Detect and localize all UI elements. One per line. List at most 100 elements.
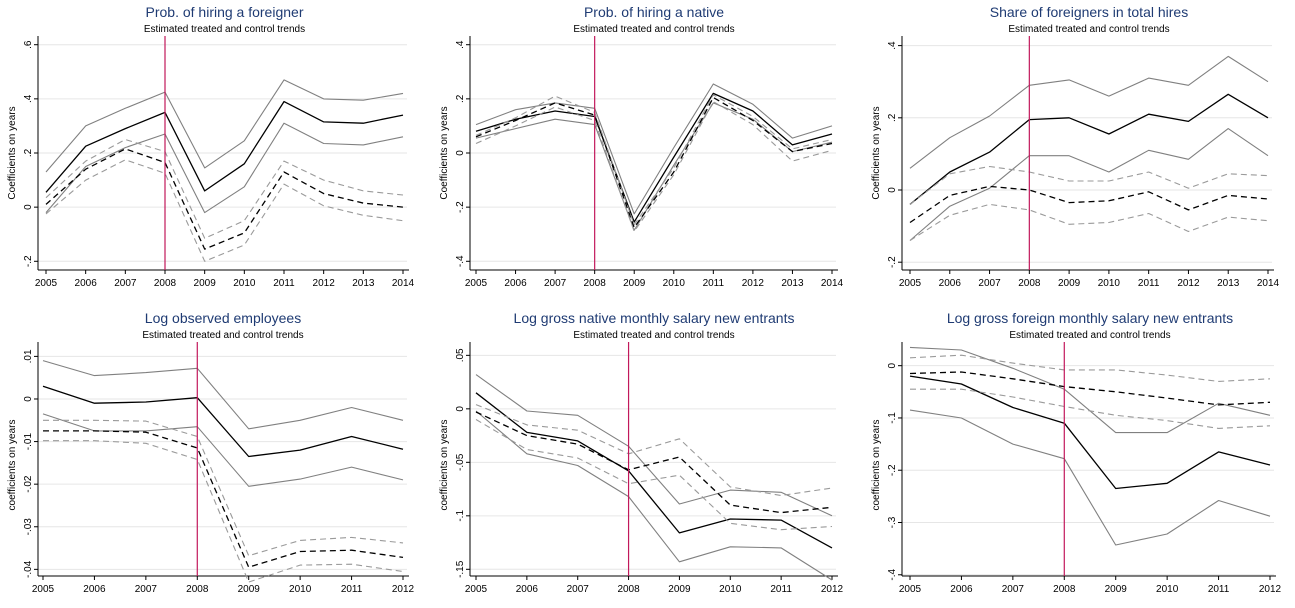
x-tick-label: 2012 bbox=[821, 584, 844, 595]
y-tick-label: .2 bbox=[23, 148, 34, 157]
x-tick-label: 2013 bbox=[781, 278, 804, 289]
chart-panel-5: Log gross native monthly salary new entr… bbox=[439, 310, 844, 595]
x-tick-label: 2006 bbox=[516, 584, 539, 595]
chart-subtitle: Estimated treated and control trends bbox=[573, 24, 734, 35]
x-tick-label: 2007 bbox=[567, 584, 590, 595]
y-tick-label: .4 bbox=[23, 94, 34, 103]
x-tick-label: 2005 bbox=[899, 584, 922, 595]
x-tick-label: 2011 bbox=[273, 278, 295, 289]
x-tick-label: 2010 bbox=[663, 278, 686, 289]
y-axis-label: coefficients on years bbox=[871, 420, 882, 511]
y-tick-label: -.2 bbox=[23, 255, 34, 267]
x-tick-label: 2008 bbox=[584, 278, 607, 289]
x-tick-label: 2005 bbox=[899, 278, 922, 289]
y-tick-label: -.01 bbox=[23, 433, 34, 451]
y-axis-label: coefficients on years bbox=[7, 420, 18, 511]
x-tick-label: 2006 bbox=[939, 278, 962, 289]
x-tick-label: 2007 bbox=[544, 278, 567, 289]
chart-panel-6: Log gross foreign monthly salary new ent… bbox=[871, 310, 1282, 595]
x-tick-label: 2012 bbox=[742, 278, 765, 289]
series-line-control bbox=[43, 430, 404, 568]
x-tick-label: 2010 bbox=[1098, 278, 1121, 289]
series-line-control bbox=[45, 148, 404, 250]
y-tick-label: 0 bbox=[23, 396, 34, 402]
y-tick-label: 0 bbox=[455, 406, 466, 412]
chart-subtitle: Estimated treated and control trends bbox=[573, 330, 734, 341]
series-line-treated bbox=[475, 92, 833, 223]
chart-subtitle: Estimated treated and control trends bbox=[142, 330, 303, 341]
x-tick-label: 2009 bbox=[1058, 278, 1081, 289]
x-tick-label: 2006 bbox=[504, 278, 527, 289]
series-line-treated bbox=[45, 100, 404, 193]
chart-panel-1: Prob. of hiring a foreigner Estimated tre… bbox=[7, 4, 415, 289]
x-tick-label: 2011 bbox=[341, 584, 363, 595]
series-line-treated-ci bbox=[45, 79, 404, 173]
x-tick-label: 2009 bbox=[668, 584, 691, 595]
series-line-control-ci bbox=[909, 354, 1271, 382]
x-tick-label: 2007 bbox=[135, 584, 158, 595]
series-line-control-ci bbox=[45, 138, 404, 239]
x-tick-label: 2014 bbox=[821, 278, 844, 289]
series-line-treated bbox=[909, 93, 1269, 205]
chart-title: Log gross native monthly salary new entr… bbox=[514, 310, 795, 326]
y-axis-label: Coefficients on years bbox=[7, 106, 18, 199]
series-line-control bbox=[475, 96, 833, 229]
x-tick-label: 2011 bbox=[703, 278, 725, 289]
x-tick-label: 2012 bbox=[392, 584, 415, 595]
x-tick-label: 2005 bbox=[32, 584, 55, 595]
x-tick-label: 2011 bbox=[1138, 278, 1160, 289]
x-tick-label: 2008 bbox=[154, 278, 177, 289]
y-tick-label: -.4 bbox=[455, 255, 466, 267]
x-tick-label: 2014 bbox=[392, 278, 415, 289]
series-line-control-ci bbox=[43, 440, 404, 583]
y-tick-label: -.15 bbox=[455, 560, 466, 578]
x-tick-label: 2008 bbox=[617, 584, 640, 595]
series-line-control bbox=[909, 185, 1269, 224]
y-tick-label: 0 bbox=[887, 187, 898, 193]
y-tick-label: .05 bbox=[455, 348, 466, 362]
x-tick-label: 2006 bbox=[950, 584, 973, 595]
x-tick-label: 2010 bbox=[289, 584, 312, 595]
x-tick-label: 2011 bbox=[770, 584, 792, 595]
y-tick-label: -.2 bbox=[455, 201, 466, 213]
series-line-treated-ci bbox=[42, 360, 404, 430]
x-tick-label: 2012 bbox=[1177, 278, 1200, 289]
y-tick-label: .2 bbox=[887, 113, 898, 122]
x-tick-label: 2006 bbox=[75, 278, 98, 289]
y-axis-label: Coefficients on years bbox=[871, 106, 882, 199]
chart-panel-2: Prob. of hiring a native Estimated treate… bbox=[439, 4, 844, 289]
y-axis-label: coefficients on years bbox=[439, 420, 450, 511]
series-line-control-ci bbox=[475, 404, 833, 497]
y-tick-label: .4 bbox=[455, 40, 466, 49]
x-tick-label: 2009 bbox=[623, 278, 646, 289]
x-tick-label: 2007 bbox=[978, 278, 1001, 289]
x-tick-label: 2005 bbox=[465, 278, 488, 289]
series-line-control bbox=[475, 411, 833, 514]
series-line-control-ci bbox=[475, 94, 833, 226]
y-tick-label: -.05 bbox=[455, 453, 466, 471]
series-line-control-ci bbox=[910, 388, 1271, 429]
x-tick-label: 2014 bbox=[1257, 278, 1280, 289]
x-tick-label: 2010 bbox=[719, 584, 742, 595]
x-tick-label: 2006 bbox=[83, 584, 106, 595]
series-line-treated bbox=[909, 375, 1271, 490]
series-line-control-ci bbox=[475, 419, 833, 531]
x-tick-label: 2007 bbox=[1002, 584, 1025, 595]
series-line-treated-ci bbox=[475, 410, 833, 581]
series-line-treated-ci bbox=[475, 83, 833, 215]
chart-subtitle: Estimated treated and control trends bbox=[1009, 330, 1170, 341]
series-line-control-ci bbox=[45, 159, 404, 262]
series-line-treated bbox=[475, 392, 833, 549]
x-tick-label: 2007 bbox=[114, 278, 137, 289]
series-line-treated-ci bbox=[45, 122, 404, 214]
chart-subtitle: Estimated treated and control trends bbox=[1008, 24, 1169, 35]
x-tick-label: 2010 bbox=[233, 278, 256, 289]
x-tick-label: 2009 bbox=[194, 278, 217, 289]
chart-subtitle: Estimated treated and control trends bbox=[144, 24, 305, 35]
series-line-treated-ci bbox=[475, 374, 833, 517]
series-line-treated-ci bbox=[909, 128, 1269, 241]
x-tick-label: 2005 bbox=[465, 584, 488, 595]
y-tick-label: -.04 bbox=[23, 560, 34, 578]
x-tick-label: 2005 bbox=[35, 278, 58, 289]
